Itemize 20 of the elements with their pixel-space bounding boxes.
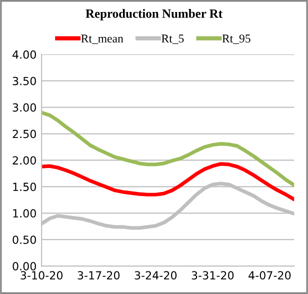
legend-label: Rt_95 (222, 34, 250, 44)
y-tick-label: 3.00 (12, 103, 36, 112)
line-series (42, 162, 294, 202)
x-tick-label: 3-10-20 (20, 271, 63, 280)
y-tick-label: 1.00 (13, 209, 36, 218)
y-tick-label: 4.00 (12, 50, 36, 59)
x-tick-label: 3-17-20 (78, 271, 120, 280)
x-tick-label: 4-07-20 (248, 271, 291, 280)
y-tick-label: 2.50 (12, 130, 36, 138)
y-tick-label: 0.50 (12, 236, 36, 244)
legend-label: Rt_mean (81, 34, 124, 44)
line-series (42, 110, 294, 187)
y-tick-label: 1.50 (13, 182, 36, 192)
legend-label: Rt_5 (162, 34, 184, 44)
chart-title: Reproduction Number Rt (86, 9, 222, 20)
y-tick-label: 3.50 (12, 76, 36, 86)
x-tick-label: 3-24-20 (134, 271, 177, 280)
y-tick-label: 0.00 (12, 262, 36, 270)
x-tick-label: 3-31-20 (192, 271, 234, 280)
y-tick-label: 2.00 (12, 156, 36, 165)
